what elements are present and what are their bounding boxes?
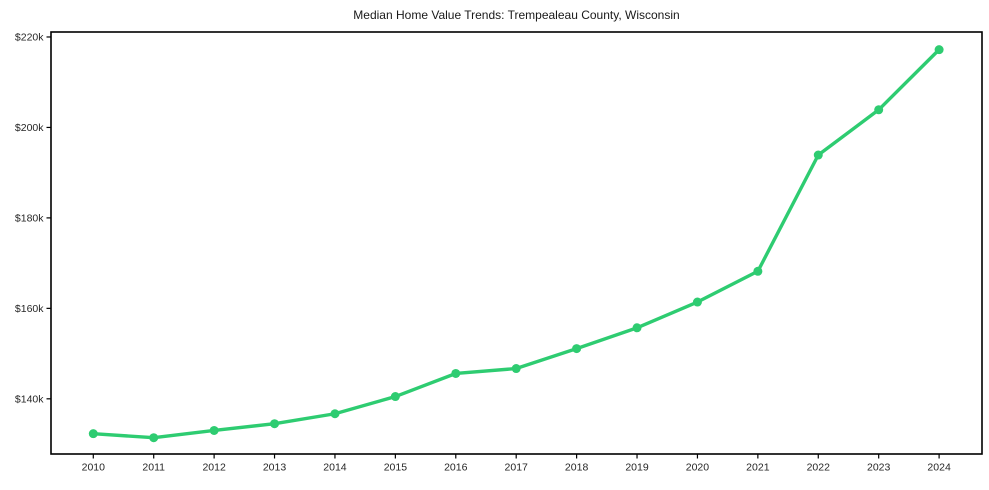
data-point: [149, 433, 159, 443]
x-tick-label: 2014: [323, 462, 347, 474]
data-point: [813, 150, 823, 160]
chart-title: Median Home Value Trends: Trempealeau Co…: [353, 8, 680, 22]
y-tick-label: $140k: [15, 393, 44, 405]
x-tick-label: 2018: [565, 462, 589, 474]
x-tick-label: 2023: [867, 462, 891, 474]
data-point: [88, 429, 98, 439]
x-tick-label: 2022: [807, 462, 831, 474]
data-point: [209, 425, 219, 435]
y-tick-label: $180k: [15, 212, 44, 224]
data-point: [390, 392, 400, 402]
series-line: [91, 47, 941, 440]
x-tick-label: 2013: [263, 462, 287, 474]
data-point: [451, 368, 461, 378]
data-point: [572, 344, 582, 354]
x-tick-label: 2012: [202, 462, 226, 474]
data-point: [270, 419, 280, 429]
y-tick-label: $160k: [15, 303, 44, 315]
x-tick-label: 2011: [142, 462, 165, 474]
x-tick-label: 2017: [505, 462, 529, 474]
x-tick-label: 2019: [625, 462, 649, 474]
data-point: [753, 266, 763, 276]
plot-frame: [50, 31, 983, 455]
data-point: [632, 323, 642, 333]
y-tick-label: $220k: [15, 31, 44, 43]
x-tick-label: 2021: [746, 462, 770, 474]
x-tick-label: 2010: [82, 462, 106, 474]
x-tick-label: 2016: [444, 462, 468, 474]
y-tick-label: $200k: [15, 122, 44, 134]
data-point: [692, 297, 702, 307]
data-point: [511, 364, 521, 374]
x-tick-label: 2020: [686, 462, 710, 474]
data-point: [934, 45, 944, 55]
data-point: [874, 105, 884, 115]
x-tick-label: 2024: [927, 462, 951, 474]
data-point: [330, 409, 340, 419]
x-tick-label: 2015: [384, 462, 408, 474]
